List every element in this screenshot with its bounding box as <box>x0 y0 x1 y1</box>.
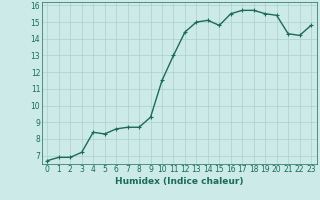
X-axis label: Humidex (Indice chaleur): Humidex (Indice chaleur) <box>115 177 244 186</box>
